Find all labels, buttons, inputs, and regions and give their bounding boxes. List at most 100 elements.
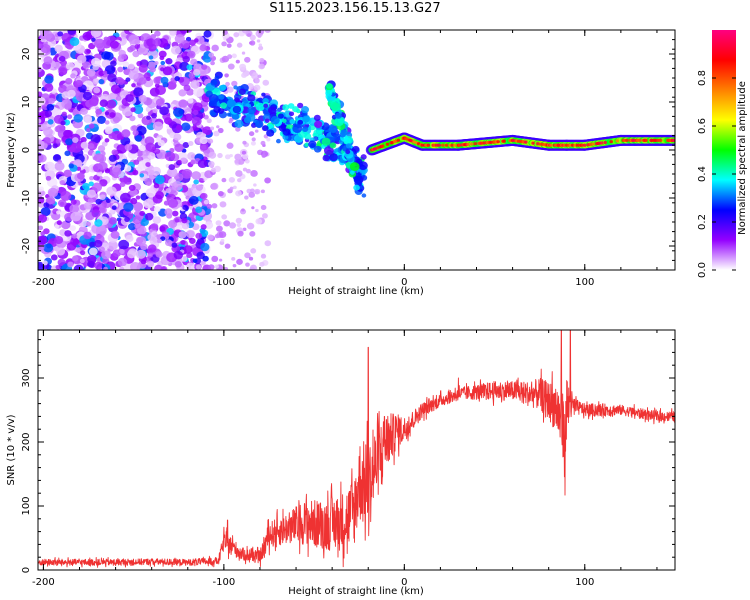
spectrogram-blob: [110, 84, 122, 94]
spectrogram-blob: [211, 44, 219, 52]
spectrogram-blob: [145, 76, 151, 82]
spectrogram-blob: [235, 190, 242, 197]
spectrogram-blob: [226, 142, 234, 149]
spectrogram-blob: [109, 40, 119, 49]
spectrogram-blob: [282, 104, 290, 111]
spectrogram-blob: [502, 139, 506, 143]
spectrogram-blob: [252, 72, 257, 76]
spectrogram-blob: [167, 198, 179, 209]
spectrogram-blob: [134, 39, 141, 45]
spectrogram-blob: [190, 160, 196, 165]
spectrogram-blob: [241, 208, 245, 212]
spectrogram-blob: [91, 182, 103, 192]
spectrogram-blob: [220, 84, 227, 91]
spectrogram-blob: [40, 231, 46, 236]
spectrogram-blob: [38, 140, 45, 149]
spectrogram-blob: [67, 261, 74, 268]
spectrogram-blob: [65, 62, 75, 70]
spectrogram-blob: [171, 242, 178, 248]
spectrogram-blob: [98, 246, 105, 253]
spectrogram-blob: [67, 89, 76, 98]
spectrogram-blob: [282, 134, 289, 140]
spectrogram-blob: [46, 196, 55, 205]
spectrogram-blob: [163, 117, 172, 125]
spectrogram-blob: [148, 55, 154, 60]
spectrogram-blob: [204, 221, 214, 230]
spectrogram-blob: [186, 252, 193, 259]
spectrogram-blob: [143, 198, 154, 209]
spectrogram-blob: [146, 115, 151, 120]
spectrogram-blob: [192, 258, 198, 263]
spectrogram-blob: [128, 184, 136, 192]
spectrogram-blob: [47, 119, 54, 125]
spectrogram-blob: [182, 142, 190, 149]
spectrogram-blob: [125, 94, 134, 103]
spectrogram-blob: [73, 114, 83, 123]
spectrogram-blob: [178, 99, 188, 108]
spectrogram-blob: [157, 139, 165, 147]
spectrogram-blob: [264, 177, 271, 184]
spectrogram-blob: [108, 217, 118, 225]
spectrogram-blob: [151, 231, 158, 237]
spectrogram-blob: [221, 41, 227, 47]
spectrogram-blob: [159, 67, 165, 72]
spectrogram-blob: [121, 129, 131, 138]
spectrogram-blob: [653, 138, 658, 142]
spectrogram-blob: [102, 70, 108, 75]
spectrogram-blob: [123, 177, 132, 185]
spectrogram-blob: [261, 153, 266, 158]
spectrogram-blob: [260, 140, 266, 146]
spectrogram-blob: [226, 112, 232, 117]
spectrogram-blob: [70, 211, 82, 222]
spectrogram-blob: [213, 130, 220, 137]
spectrogram-blob: [328, 124, 338, 133]
spectrogram-blob: [172, 107, 184, 117]
spectrogram-blob: [644, 138, 648, 142]
spectrogram-blob: [186, 230, 195, 238]
spectrogram-blob: [247, 106, 256, 115]
spectrogram-blob: [82, 31, 93, 41]
spectrogram-blob: [133, 159, 140, 165]
spectrogram-blob: [345, 143, 352, 149]
spectrogram-blob: [180, 240, 186, 245]
spectrogram-blob: [250, 141, 256, 146]
spectrogram-blob: [188, 140, 194, 146]
spectrogram-blob: [55, 138, 61, 144]
spectrogram-blob: [217, 127, 224, 134]
spectrogram-blob: [111, 149, 118, 156]
spectrogram-blob: [43, 127, 53, 137]
spectrogram-blob: [208, 94, 219, 104]
snr-xtick-label: 0: [401, 577, 407, 588]
spectrogram-blob: [124, 216, 130, 222]
spectrogram-blob: [139, 210, 146, 217]
spectrogram-blob: [237, 230, 244, 237]
spectrogram-blob: [658, 138, 663, 142]
spectrogram-blob: [245, 262, 250, 267]
spectrogram-blob: [570, 143, 575, 147]
spectrogram-blob: [153, 183, 160, 189]
spectrogram-blob: [104, 168, 111, 174]
spectrogram-blob: [149, 66, 156, 73]
spectrogram-blob: [233, 85, 238, 90]
spectrogram-blob: [239, 63, 247, 71]
spectrogram-blob: [450, 143, 455, 147]
spectrogram-blob: [121, 54, 127, 60]
spectrogram-blob: [137, 113, 144, 119]
spectrogram-blob: [236, 258, 243, 265]
spectrogram-blob: [70, 237, 80, 246]
spectrogram-blob: [101, 51, 111, 60]
spectrogram-blob: [186, 64, 193, 71]
spectrogram-blob: [380, 144, 385, 148]
spectrogram-blob: [185, 195, 190, 200]
spectrogram-blob: [189, 237, 196, 244]
spectrogram-blob: [38, 118, 42, 124]
spectrogram-blob: [308, 140, 317, 148]
spectrogram-blob: [151, 113, 157, 119]
spectrogram-blob: [259, 261, 265, 267]
spectrogram-blob: [60, 190, 72, 201]
spectrogram-blob: [182, 55, 190, 63]
spectrogram-blob: [51, 108, 62, 118]
spectrogram-blob: [220, 102, 228, 109]
spectrogram-blob: [251, 206, 255, 210]
spectrogram-blob: [217, 190, 224, 197]
